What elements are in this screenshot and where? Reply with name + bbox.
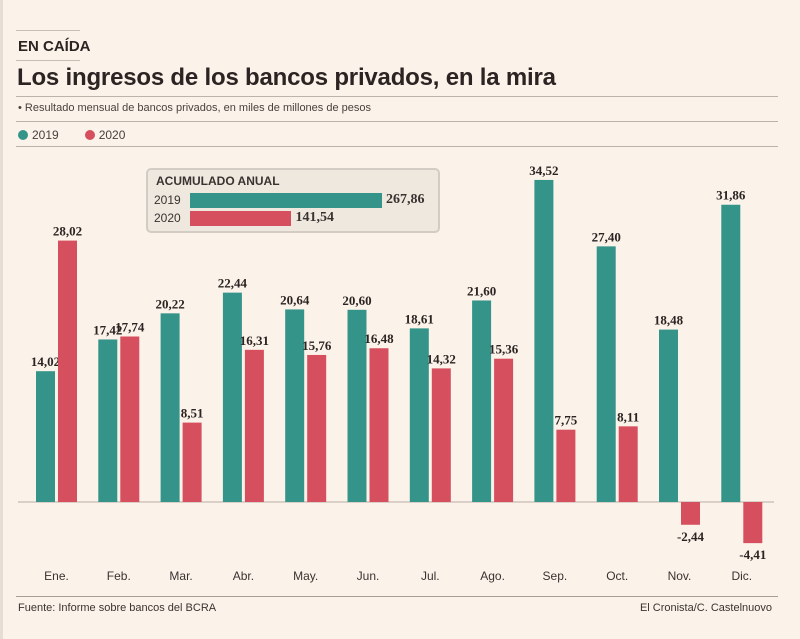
chart-title: Los ingresos de los bancos privados, en … xyxy=(17,64,556,91)
accumulated-row-2019: 2019 267,86 xyxy=(154,192,425,208)
legend-dot-2020-icon xyxy=(84,130,95,140)
data-label-2019-2: 20,22 xyxy=(155,296,184,311)
bar-2019-4 xyxy=(285,309,305,502)
legend: 2019 2020 xyxy=(18,128,151,142)
accumulated-row-2020: 2020 141,54 xyxy=(154,210,334,226)
data-label-2019-4: 20,64 xyxy=(280,292,310,307)
bar-2020-0 xyxy=(58,240,77,502)
accumulated-value: 267,86 xyxy=(386,192,425,207)
accumulated-bar-2019 xyxy=(190,192,382,208)
accumulated-value: 141,54 xyxy=(295,210,334,225)
data-label-2019-11: 31,86 xyxy=(716,188,746,203)
footer-divider xyxy=(16,596,778,597)
bar-2020-3 xyxy=(244,349,264,502)
bar-2020-6 xyxy=(431,368,451,502)
x-tick-label: Feb. xyxy=(107,569,131,583)
bar-2020-2 xyxy=(182,422,202,502)
bar-2019-8 xyxy=(534,179,554,502)
accumulated-box: ACUMULADO ANUAL 2019 267,86 2020 141,54 xyxy=(146,168,440,233)
bar-2020-10 xyxy=(681,502,700,525)
kicker-rule-bottom xyxy=(16,60,80,61)
bar-2019-9 xyxy=(596,246,616,502)
legend-label: 2020 xyxy=(98,128,126,142)
bar-2019-7 xyxy=(472,300,492,502)
bar-2020-8 xyxy=(556,429,576,502)
chart-subtitle: • Resultado mensual de bancos privados, … xyxy=(18,102,371,114)
left-edge-rule xyxy=(0,0,3,639)
bar-2019-1 xyxy=(98,339,118,502)
x-tick-label: Oct. xyxy=(606,569,628,583)
bar-2019-2 xyxy=(160,313,180,502)
bar-2020-9 xyxy=(618,426,638,502)
data-label-2020-2: 8,51 xyxy=(181,406,204,421)
bar-2019-11 xyxy=(721,204,741,502)
legend-label: 2019 xyxy=(32,128,59,142)
kicker-rule-top xyxy=(16,30,80,31)
bar-2019-0 xyxy=(36,371,55,502)
data-label-2019-5: 20,60 xyxy=(342,293,371,308)
data-label-2020-5: 16,48 xyxy=(364,331,394,346)
bar-2020-4 xyxy=(307,354,327,502)
bar-2019-5 xyxy=(347,309,367,502)
x-tick-label: Jun. xyxy=(357,569,380,583)
x-tick-label: Abr. xyxy=(233,569,254,583)
data-label-2020-8: 7,75 xyxy=(555,413,578,428)
data-label-2019-7: 21,60 xyxy=(467,283,496,298)
data-label-2020-6: 14,32 xyxy=(427,351,456,366)
data-label-2020-1: 17,74 xyxy=(115,319,145,334)
credit-note: El Cronista/C. Castelnuovo xyxy=(639,602,772,614)
data-label-2020-7: 15,36 xyxy=(489,342,519,357)
data-label-2019-0: 14,02 xyxy=(31,354,60,369)
accumulated-title: ACUMULADO ANUAL xyxy=(156,174,280,188)
accumulated-bar-2020 xyxy=(190,210,292,226)
data-label-2020-11: -4,41 xyxy=(739,547,766,562)
x-tick-label: Sep. xyxy=(543,569,568,583)
bar-2019-6 xyxy=(409,328,429,502)
bar-2019-3 xyxy=(222,292,242,502)
data-label-2020-9: 8,11 xyxy=(617,409,639,424)
data-label-2020-10: -2,44 xyxy=(677,529,705,544)
x-tick-label: Ene. xyxy=(44,569,69,583)
accumulated-year: 2019 xyxy=(154,193,181,207)
data-label-2020-0: 28,02 xyxy=(53,224,82,239)
x-tick-label: Jul. xyxy=(421,569,440,583)
data-label-2019-3: 22,44 xyxy=(218,276,248,291)
x-tick-label: Mar. xyxy=(169,569,192,583)
bar-2020-5 xyxy=(369,348,389,502)
x-tick-label: May. xyxy=(293,569,318,583)
bar-2020-11 xyxy=(743,502,763,544)
data-label-2020-3: 16,31 xyxy=(240,333,269,348)
legend-item-2019: 2019 xyxy=(18,128,59,142)
bar-2019-10 xyxy=(659,329,678,502)
data-label-2020-4: 15,76 xyxy=(302,338,332,353)
bar-2020-1 xyxy=(120,336,140,502)
data-label-2019-1: 17,42 xyxy=(93,322,122,337)
bar-2020-7 xyxy=(494,358,514,502)
legend-divider xyxy=(16,146,778,147)
legend-dot-2019-icon xyxy=(18,130,28,140)
data-label-2019-6: 18,61 xyxy=(405,311,434,326)
legend-item-2020: 2020 xyxy=(84,128,126,142)
x-tick-label: Nov. xyxy=(668,569,692,583)
source-note: Fuente: Informe sobre bancos del BCRA xyxy=(18,602,217,614)
subtitle-divider xyxy=(16,121,778,122)
kicker: EN CAÍDA xyxy=(18,38,91,55)
data-label-2019-10: 18,48 xyxy=(654,313,684,328)
data-label-2019-9: 27,40 xyxy=(592,229,621,244)
data-label-2019-8: 34,52 xyxy=(529,163,558,178)
accumulated-year: 2020 xyxy=(154,211,181,225)
x-tick-label: Dic. xyxy=(731,569,752,583)
title-divider xyxy=(16,96,778,97)
x-tick-label: Ago. xyxy=(480,569,505,583)
